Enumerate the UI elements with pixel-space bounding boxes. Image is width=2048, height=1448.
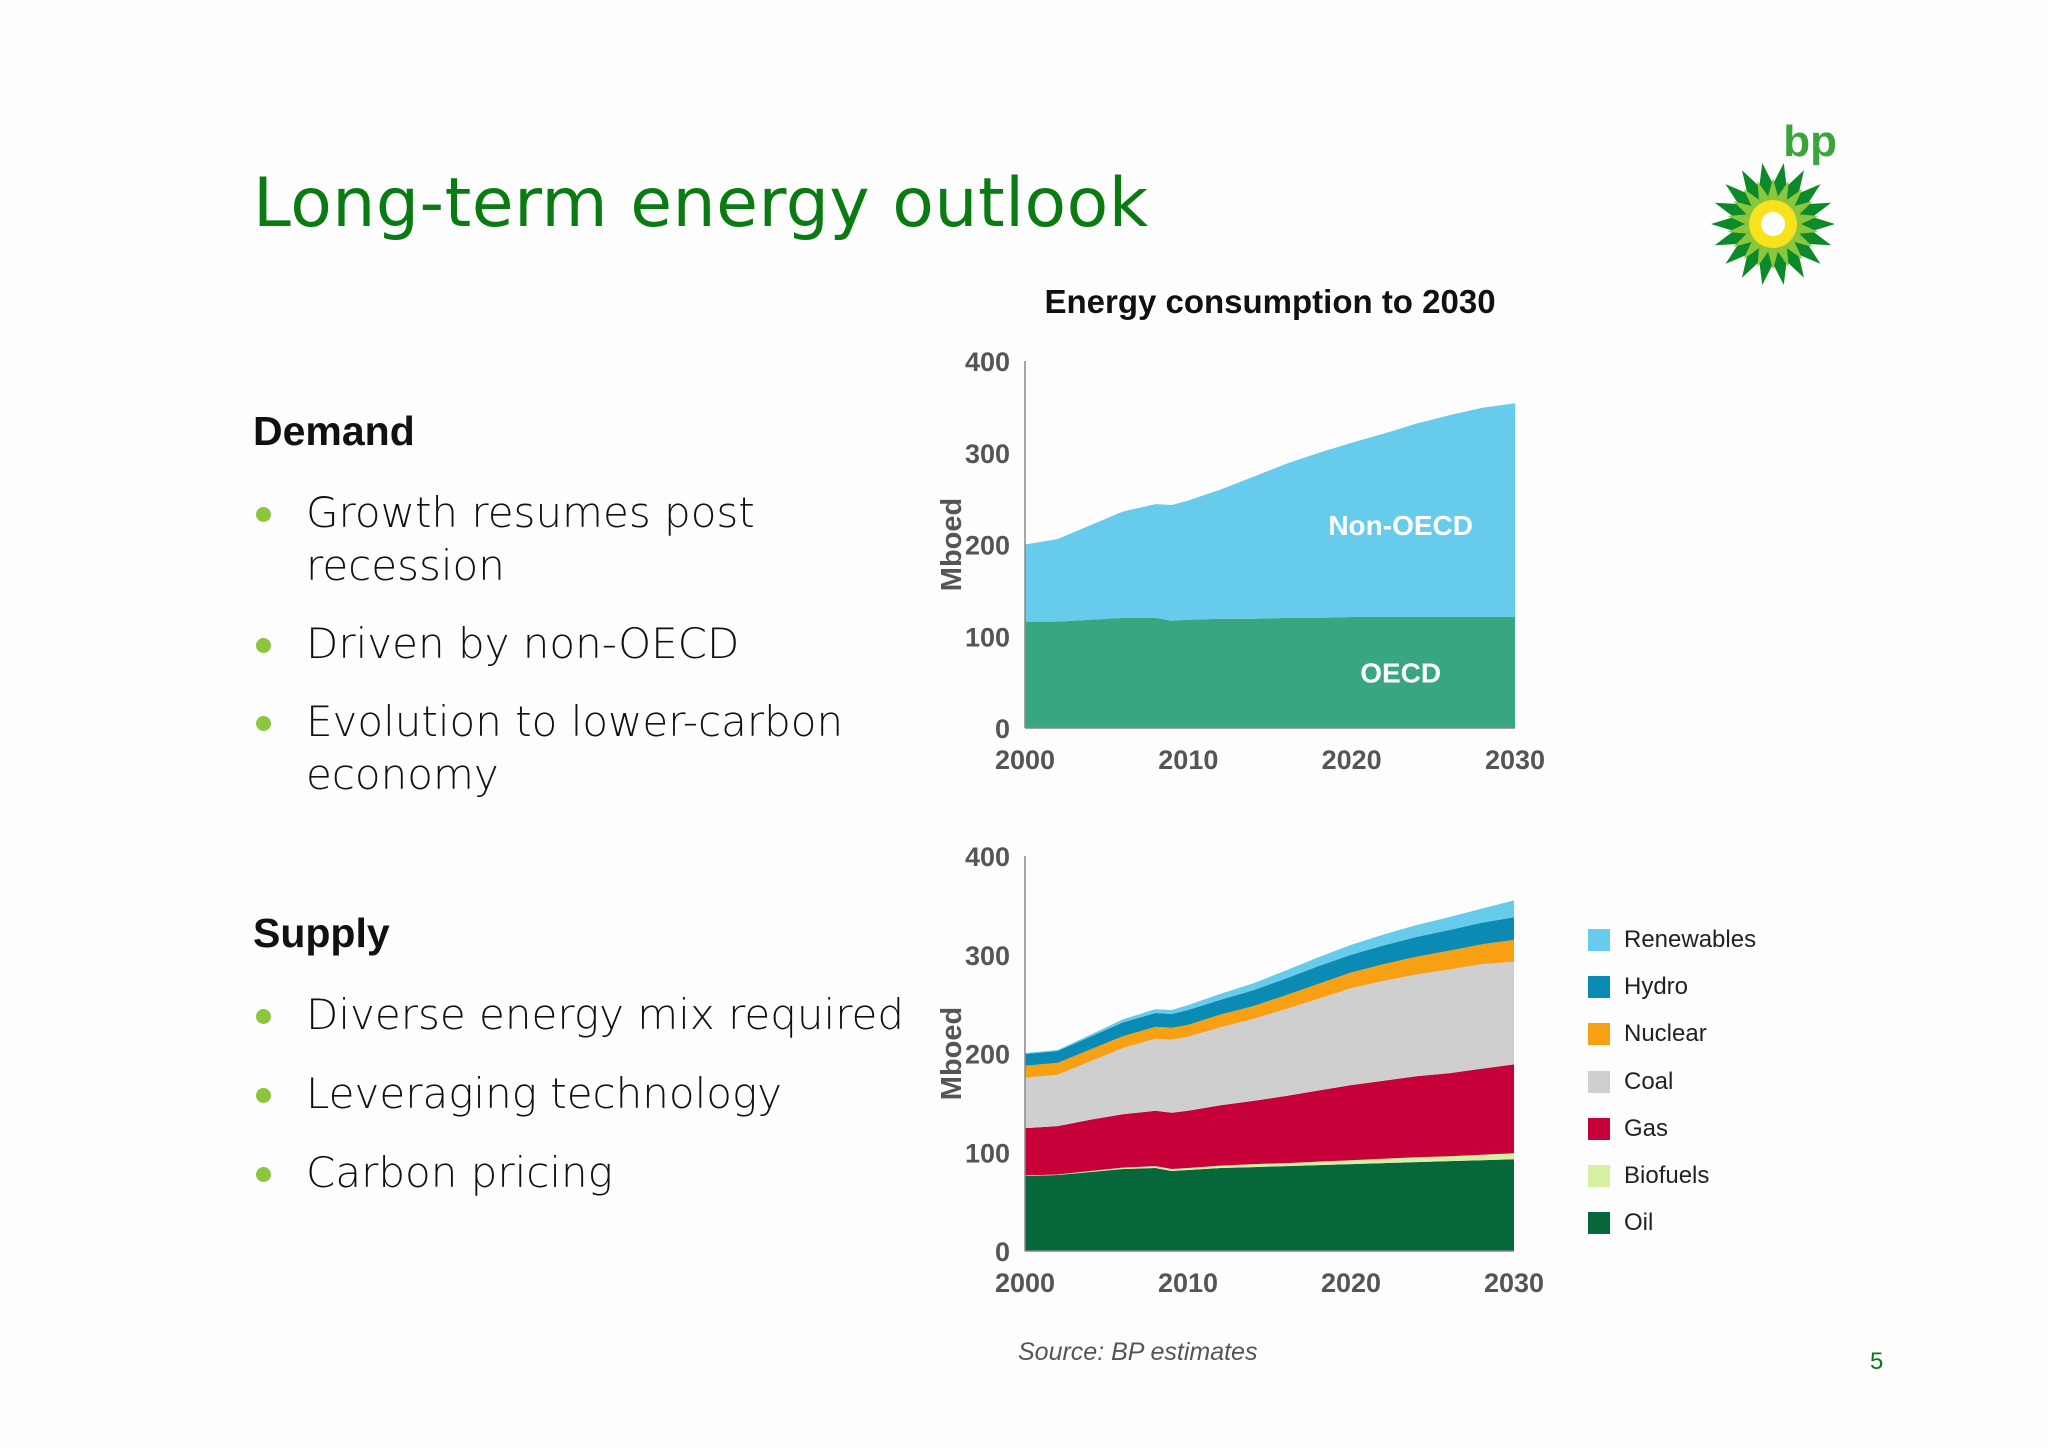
legend-label: Gas	[1624, 1114, 1669, 1142]
legend-swatch	[1588, 1165, 1610, 1188]
x-tick-label: 2020	[1321, 1268, 1381, 1298]
x-tick-label: 2010	[1158, 1268, 1218, 1298]
legend-label: Coal	[1624, 1067, 1674, 1095]
demand-bullet-list: Growth resumes post recession Driven by …	[253, 486, 926, 801]
chart-title: Energy consumption to 2030	[1044, 283, 1496, 320]
area-hydro	[1025, 917, 1514, 1066]
supply-bullet: Diverse energy mix required	[253, 988, 1006, 1041]
area-biofuels	[1025, 1153, 1514, 1176]
y-tick-label: 100	[965, 622, 1010, 652]
legend-swatch	[1588, 1212, 1610, 1235]
demand-heading: Demand	[253, 408, 415, 454]
area-oil	[1025, 1159, 1514, 1251]
chart-2: 0 100 200 300 400 2000 2010 2020 2030 Mboed	[936, 842, 1544, 1298]
supply-bullet: Carbon pricing	[253, 1146, 926, 1199]
page-title: Long-term energy outlook	[253, 164, 1149, 243]
bullet-dot-icon	[256, 638, 271, 653]
x-tick-label: 2030	[1484, 1268, 1544, 1298]
chart-1: 0 100 200 300 400 2000 2010 2020 2030 Mboed OECD No…	[936, 347, 1545, 775]
bullet-dot-icon	[256, 507, 271, 522]
legend-swatch	[1588, 975, 1610, 998]
area-gas	[1025, 1064, 1514, 1176]
y-axis-label: Mboed	[936, 1007, 968, 1100]
y-tick-label: 0	[995, 1237, 1010, 1267]
area-renewables	[1025, 900, 1514, 1054]
supply-heading: Supply	[253, 910, 390, 956]
y-tick-label: 0	[995, 714, 1010, 744]
x-tick-label: 2020	[1322, 745, 1382, 775]
legend-swatch	[1588, 1023, 1610, 1046]
bp-logo-text: bp	[1783, 118, 1837, 166]
legend-item-oil: Oil	[1588, 1200, 1756, 1247]
source-note: Source: BP estimates	[1018, 1338, 1258, 1366]
x-tick-label: 2030	[1485, 745, 1545, 775]
x-tick-label: 2000	[995, 745, 1055, 775]
legend-item-nuclear: Nuclear	[1588, 1011, 1756, 1058]
legend-swatch	[1588, 928, 1610, 951]
legend-label: Hydro	[1624, 972, 1689, 1000]
x-tick-label: 2000	[995, 1268, 1055, 1298]
y-tick-label: 300	[965, 439, 1010, 469]
bp-helios-logo: bp	[1711, 118, 1837, 286]
demand-bullet: Evolution to lower-carbon economy	[253, 695, 866, 801]
legend-swatch	[1588, 1070, 1610, 1093]
legend-item-hydro: Hydro	[1588, 963, 1756, 1010]
area-oecd	[1025, 617, 1515, 728]
area-coal	[1025, 961, 1514, 1129]
y-axis-label: Mboed	[936, 498, 968, 591]
y-tick-label: 400	[965, 347, 1010, 377]
page-number: 5	[1870, 1348, 1884, 1375]
legend-item-biofuels: Biofuels	[1588, 1152, 1756, 1199]
y-tick-label: 400	[965, 842, 1010, 872]
bullet-dot-icon	[256, 1088, 271, 1103]
supply-bullet: Leveraging technology	[253, 1067, 926, 1120]
legend-item-renewables: Renewables	[1588, 916, 1756, 963]
y-tick-label: 100	[965, 1138, 1010, 1168]
x-tick-label: 2010	[1158, 745, 1218, 775]
bullet-dot-icon	[256, 1009, 271, 1024]
series-label-non-oecd: Non-OECD	[1328, 510, 1473, 541]
area-nuclear	[1025, 939, 1514, 1078]
legend-label: Nuclear	[1624, 1020, 1707, 1048]
y-tick-label: 200	[965, 531, 1010, 561]
fuel-legend: Renewables Hydro Nuclear Coal Gas Biofuels Oil	[1588, 916, 1756, 1247]
legend-label: Oil	[1624, 1209, 1654, 1237]
legend-item-gas: Gas	[1588, 1105, 1756, 1152]
supply-bullet-list: Diverse energy mix required Leveraging t…	[253, 988, 1006, 1199]
legend-label: Renewables	[1624, 925, 1757, 953]
legend-swatch	[1588, 1117, 1610, 1140]
bullet-dot-icon	[256, 716, 271, 731]
series-label-oecd: OECD	[1360, 657, 1441, 688]
area-non-oecd	[1025, 403, 1515, 622]
legend-item-coal: Coal	[1588, 1058, 1756, 1105]
y-tick-label: 300	[965, 941, 1010, 971]
legend-label: Biofuels	[1624, 1162, 1710, 1190]
demand-bullet: Driven by non-OECD	[253, 617, 926, 670]
demand-bullet: Growth resumes post recession	[253, 486, 926, 592]
y-tick-label: 200	[965, 1040, 1010, 1070]
bullet-dot-icon	[256, 1167, 271, 1182]
